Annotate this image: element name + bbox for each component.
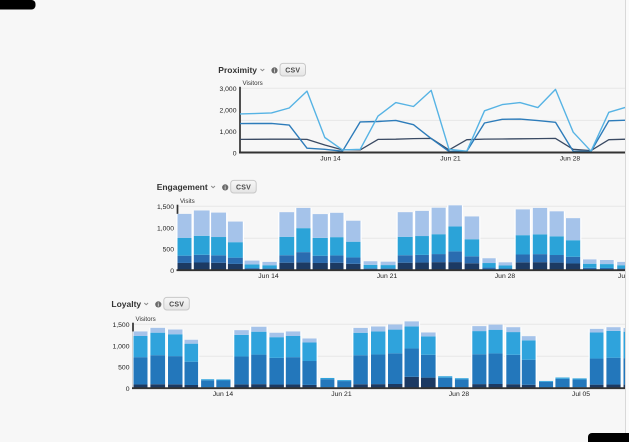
svg-text:1,000: 1,000	[219, 129, 236, 136]
svg-text:0: 0	[126, 386, 130, 393]
svg-text:Visits: Visits	[180, 198, 195, 205]
svg-text:Loyalty: Loyalty	[111, 299, 141, 309]
svg-text:0: 0	[170, 268, 174, 275]
svg-text:Jun 21: Jun 21	[331, 391, 352, 398]
svg-text:500: 500	[118, 365, 130, 372]
svg-text:2,000: 2,000	[219, 108, 236, 115]
svg-text:1,500: 1,500	[112, 322, 129, 329]
svg-text:Engagement: Engagement	[157, 182, 208, 192]
svg-text:CSV: CSV	[169, 302, 184, 309]
svg-text:CSV: CSV	[285, 68, 300, 75]
svg-text:1,000: 1,000	[112, 343, 129, 350]
svg-text:Jun 14: Jun 14	[258, 273, 279, 280]
svg-text:CSV: CSV	[236, 185, 251, 192]
svg-text:Jun 28: Jun 28	[449, 391, 470, 398]
svg-text:Proximity: Proximity	[218, 65, 257, 75]
svg-text:Jun 28: Jun 28	[560, 155, 581, 162]
svg-text:Jun 14: Jun 14	[213, 391, 234, 398]
svg-text:i: i	[224, 186, 226, 192]
svg-text:500: 500	[163, 247, 175, 254]
svg-text:Visitors: Visitors	[243, 80, 263, 87]
svg-text:1,000: 1,000	[157, 225, 174, 232]
svg-text:Jun 21: Jun 21	[440, 155, 461, 162]
svg-text:Jun 21: Jun 21	[377, 273, 398, 280]
svg-text:Jul 05: Jul 05	[618, 273, 629, 280]
svg-text:i: i	[158, 303, 160, 309]
svg-text:1,500: 1,500	[157, 204, 174, 211]
svg-text:Jul 05: Jul 05	[572, 391, 590, 398]
svg-text:i: i	[274, 69, 276, 75]
svg-text:Visitors: Visitors	[136, 316, 156, 323]
svg-text:0: 0	[233, 150, 237, 157]
svg-text:Jun 14: Jun 14	[320, 155, 341, 162]
svg-text:3,000: 3,000	[219, 86, 236, 93]
svg-text:Jun 28: Jun 28	[495, 273, 516, 280]
